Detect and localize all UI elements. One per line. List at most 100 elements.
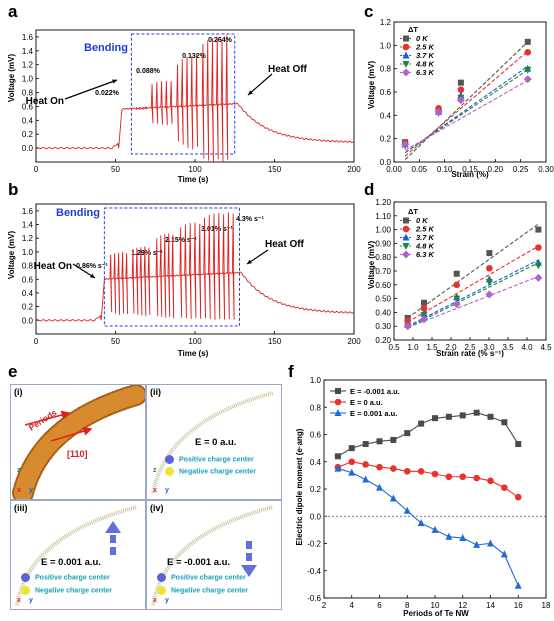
chart-d-point-3-2 bbox=[453, 295, 461, 303]
panel-letter-c: c bbox=[364, 2, 374, 21]
nanowire-model-ii bbox=[151, 391, 274, 494]
chart-f-point-0-9 bbox=[459, 412, 466, 419]
chart-d-legend-label-3: 4.8 K bbox=[415, 242, 435, 251]
chart-f-point-0-2 bbox=[362, 441, 369, 448]
chart-a-xtick-label-0: 0 bbox=[34, 165, 39, 174]
axis-y-label-ii: y bbox=[165, 487, 169, 494]
chart-f-ytick-label-3: 0.0 bbox=[310, 512, 322, 521]
chart-f-xtick-label-0: 2 bbox=[322, 601, 327, 610]
chart-d-ytick-label-5: 0.70 bbox=[375, 267, 391, 276]
panel-letter-d: d bbox=[364, 180, 375, 199]
chart-f-legend-marker-2 bbox=[334, 409, 342, 416]
chart-b-rate-label-5: 4.3% s⁻¹ bbox=[236, 216, 264, 223]
chart-a-strain-label-4: 0.264% bbox=[208, 37, 233, 44]
chart-d-ytick-label-8: 1.00 bbox=[375, 226, 391, 235]
chart-c-point-4-3 bbox=[523, 75, 532, 84]
chart-d-fit-1 bbox=[407, 245, 539, 323]
chart-d-point-1-1 bbox=[420, 304, 428, 312]
chart-d-xtick-label-4: 2.5 bbox=[464, 343, 476, 352]
chart-a-heat-on-label: Heat On bbox=[26, 96, 64, 107]
chart-f-point-1-4 bbox=[390, 465, 397, 472]
chart-f-point-1-11 bbox=[487, 477, 494, 485]
panel-letter-e: e bbox=[8, 362, 18, 381]
chart-c: Voltage (mV) Strain (%) 0.00 0.05 0.10 0.15… bbox=[367, 18, 554, 179]
chart-f-point-2-9 bbox=[459, 534, 467, 542]
chart-a-ytick-label-8: 1.6 bbox=[22, 33, 34, 42]
panel-letter-f: f bbox=[288, 362, 294, 381]
chart-d-ytick-label-9: 1.10 bbox=[375, 212, 391, 221]
chart-d-xtick-label-1: 1.0 bbox=[407, 343, 419, 352]
sim-box-i: (i) Periods [110] z x y bbox=[10, 384, 146, 500]
chart-d-point-4-0 bbox=[403, 322, 412, 331]
chart-f-point-0-0 bbox=[334, 453, 341, 460]
chart-a-bending-window bbox=[130, 33, 236, 155]
chart-d-legend-title: ΔT bbox=[408, 207, 418, 216]
chart-c-legend-marker-2 bbox=[402, 51, 410, 59]
chart-c-legend-title: ΔT bbox=[408, 25, 418, 34]
chart-a-ytick-label-4: 0.8 bbox=[22, 89, 34, 98]
chart-f-point-1-1 bbox=[348, 458, 356, 466]
chart-f-point-0-5 bbox=[404, 430, 411, 437]
chart-b-arrowhead-0 bbox=[90, 273, 95, 278]
chart-f-point-1-7 bbox=[431, 470, 439, 478]
chart-d-point-1-2 bbox=[453, 281, 460, 289]
chart-a-ytick-label-2: 0.4 bbox=[22, 116, 34, 125]
chart-f-point-1-8 bbox=[445, 473, 453, 481]
chart-c-point-0-2 bbox=[457, 79, 464, 86]
legend-positive-iii: Positive charge center bbox=[21, 573, 110, 582]
chart-c-fit-0 bbox=[404, 41, 529, 161]
chart-c-xtick-label-2: 0.10 bbox=[437, 165, 453, 174]
chart-a-ylabel: Voltage (mV) bbox=[7, 54, 16, 103]
chart-c-xtick-label-3: 0.15 bbox=[462, 165, 478, 174]
chart-a-arrow-0 bbox=[64, 79, 118, 100]
chart-f-ytick-label-4: 0.2 bbox=[310, 485, 322, 494]
chart-c-point-1-2 bbox=[457, 86, 465, 93]
panel-letter-b: b bbox=[8, 180, 19, 199]
sim-box-ii: (ii) E = 0 a.u. Positive charge center N… bbox=[146, 384, 282, 500]
chart-b-ytick-label-7: 1.4 bbox=[22, 221, 34, 230]
chart-f-point-1-12 bbox=[501, 484, 508, 491]
chart-d-point-0-1 bbox=[421, 299, 428, 306]
chart-f-legend-marker-0 bbox=[335, 388, 341, 394]
chart-c-point-4-0 bbox=[401, 140, 410, 149]
legend-negative-iv: Negative charge center bbox=[157, 586, 248, 595]
chart-f-point-1-9 bbox=[459, 473, 467, 481]
chart-d-xtick-label-3: 2.0 bbox=[445, 343, 457, 352]
chart-f-point-1-6 bbox=[417, 467, 425, 475]
chart-c-point-3-3 bbox=[524, 66, 532, 74]
sub-label-ii: (ii) bbox=[150, 387, 161, 397]
chart-d-point-1-3 bbox=[486, 264, 493, 272]
chart-c-ytick-label-1: 0.2 bbox=[380, 135, 392, 144]
chart-b-ytick-label-3: 0.6 bbox=[22, 275, 34, 284]
chart-d-legend-label-1: 2.5 K bbox=[415, 225, 435, 234]
chart-f-ytick-label-7: 0.8 bbox=[310, 403, 322, 412]
chart-f-point-0-7 bbox=[432, 415, 438, 422]
chart-f: Electric dipole moment (e·ang) Periods o… bbox=[295, 376, 551, 618]
chart-c-fit-3 bbox=[404, 69, 529, 154]
chart-b-heat-on-label: Heat On bbox=[34, 261, 72, 272]
chart-c-legend-marker-4 bbox=[402, 68, 410, 77]
chart-b-bending-window bbox=[103, 207, 241, 327]
chart-f-point-0-1 bbox=[348, 445, 355, 452]
chart-c-ylabel: Voltage (mV) bbox=[367, 61, 376, 110]
chart-c-ytick-label-4: 0.8 bbox=[380, 65, 392, 74]
chart-f-xtick-label-5: 12 bbox=[458, 601, 467, 610]
sim-box-iii: (iii) E = 0.001 a.u. Positive charge cen… bbox=[10, 500, 146, 610]
chart-f-ytick-label-2: -0.2 bbox=[307, 540, 321, 549]
chart-f-xtick-label-2: 6 bbox=[377, 601, 382, 610]
chart-f-point-0-6 bbox=[418, 420, 425, 427]
chart-f-legend-label-1: E = 0 a.u. bbox=[350, 398, 383, 407]
chart-d-legend-marker-1 bbox=[402, 225, 410, 233]
chart-f-legend-label-0: E = -0.001 a.u. bbox=[350, 387, 400, 396]
chart-f-point-2-6 bbox=[417, 519, 425, 527]
axis-x-label-iii: x bbox=[17, 597, 21, 604]
chart-b-ytick-label-5: 1.0 bbox=[22, 248, 34, 257]
chart-c-legend-marker-3 bbox=[402, 61, 410, 68]
chart-d-point-3-4 bbox=[534, 262, 542, 270]
chart-a: Voltage (mV) Time (s) Bending Heat On He… bbox=[7, 29, 361, 184]
chart-d-legend-label-2: 3.7 K bbox=[416, 233, 435, 242]
nanowire-model-i bbox=[12, 385, 145, 499]
axis-z-label-i: z bbox=[17, 467, 21, 474]
chart-a-arrow-1 bbox=[247, 73, 273, 96]
chart-d-ylabel: Voltage (mV) bbox=[367, 241, 376, 290]
